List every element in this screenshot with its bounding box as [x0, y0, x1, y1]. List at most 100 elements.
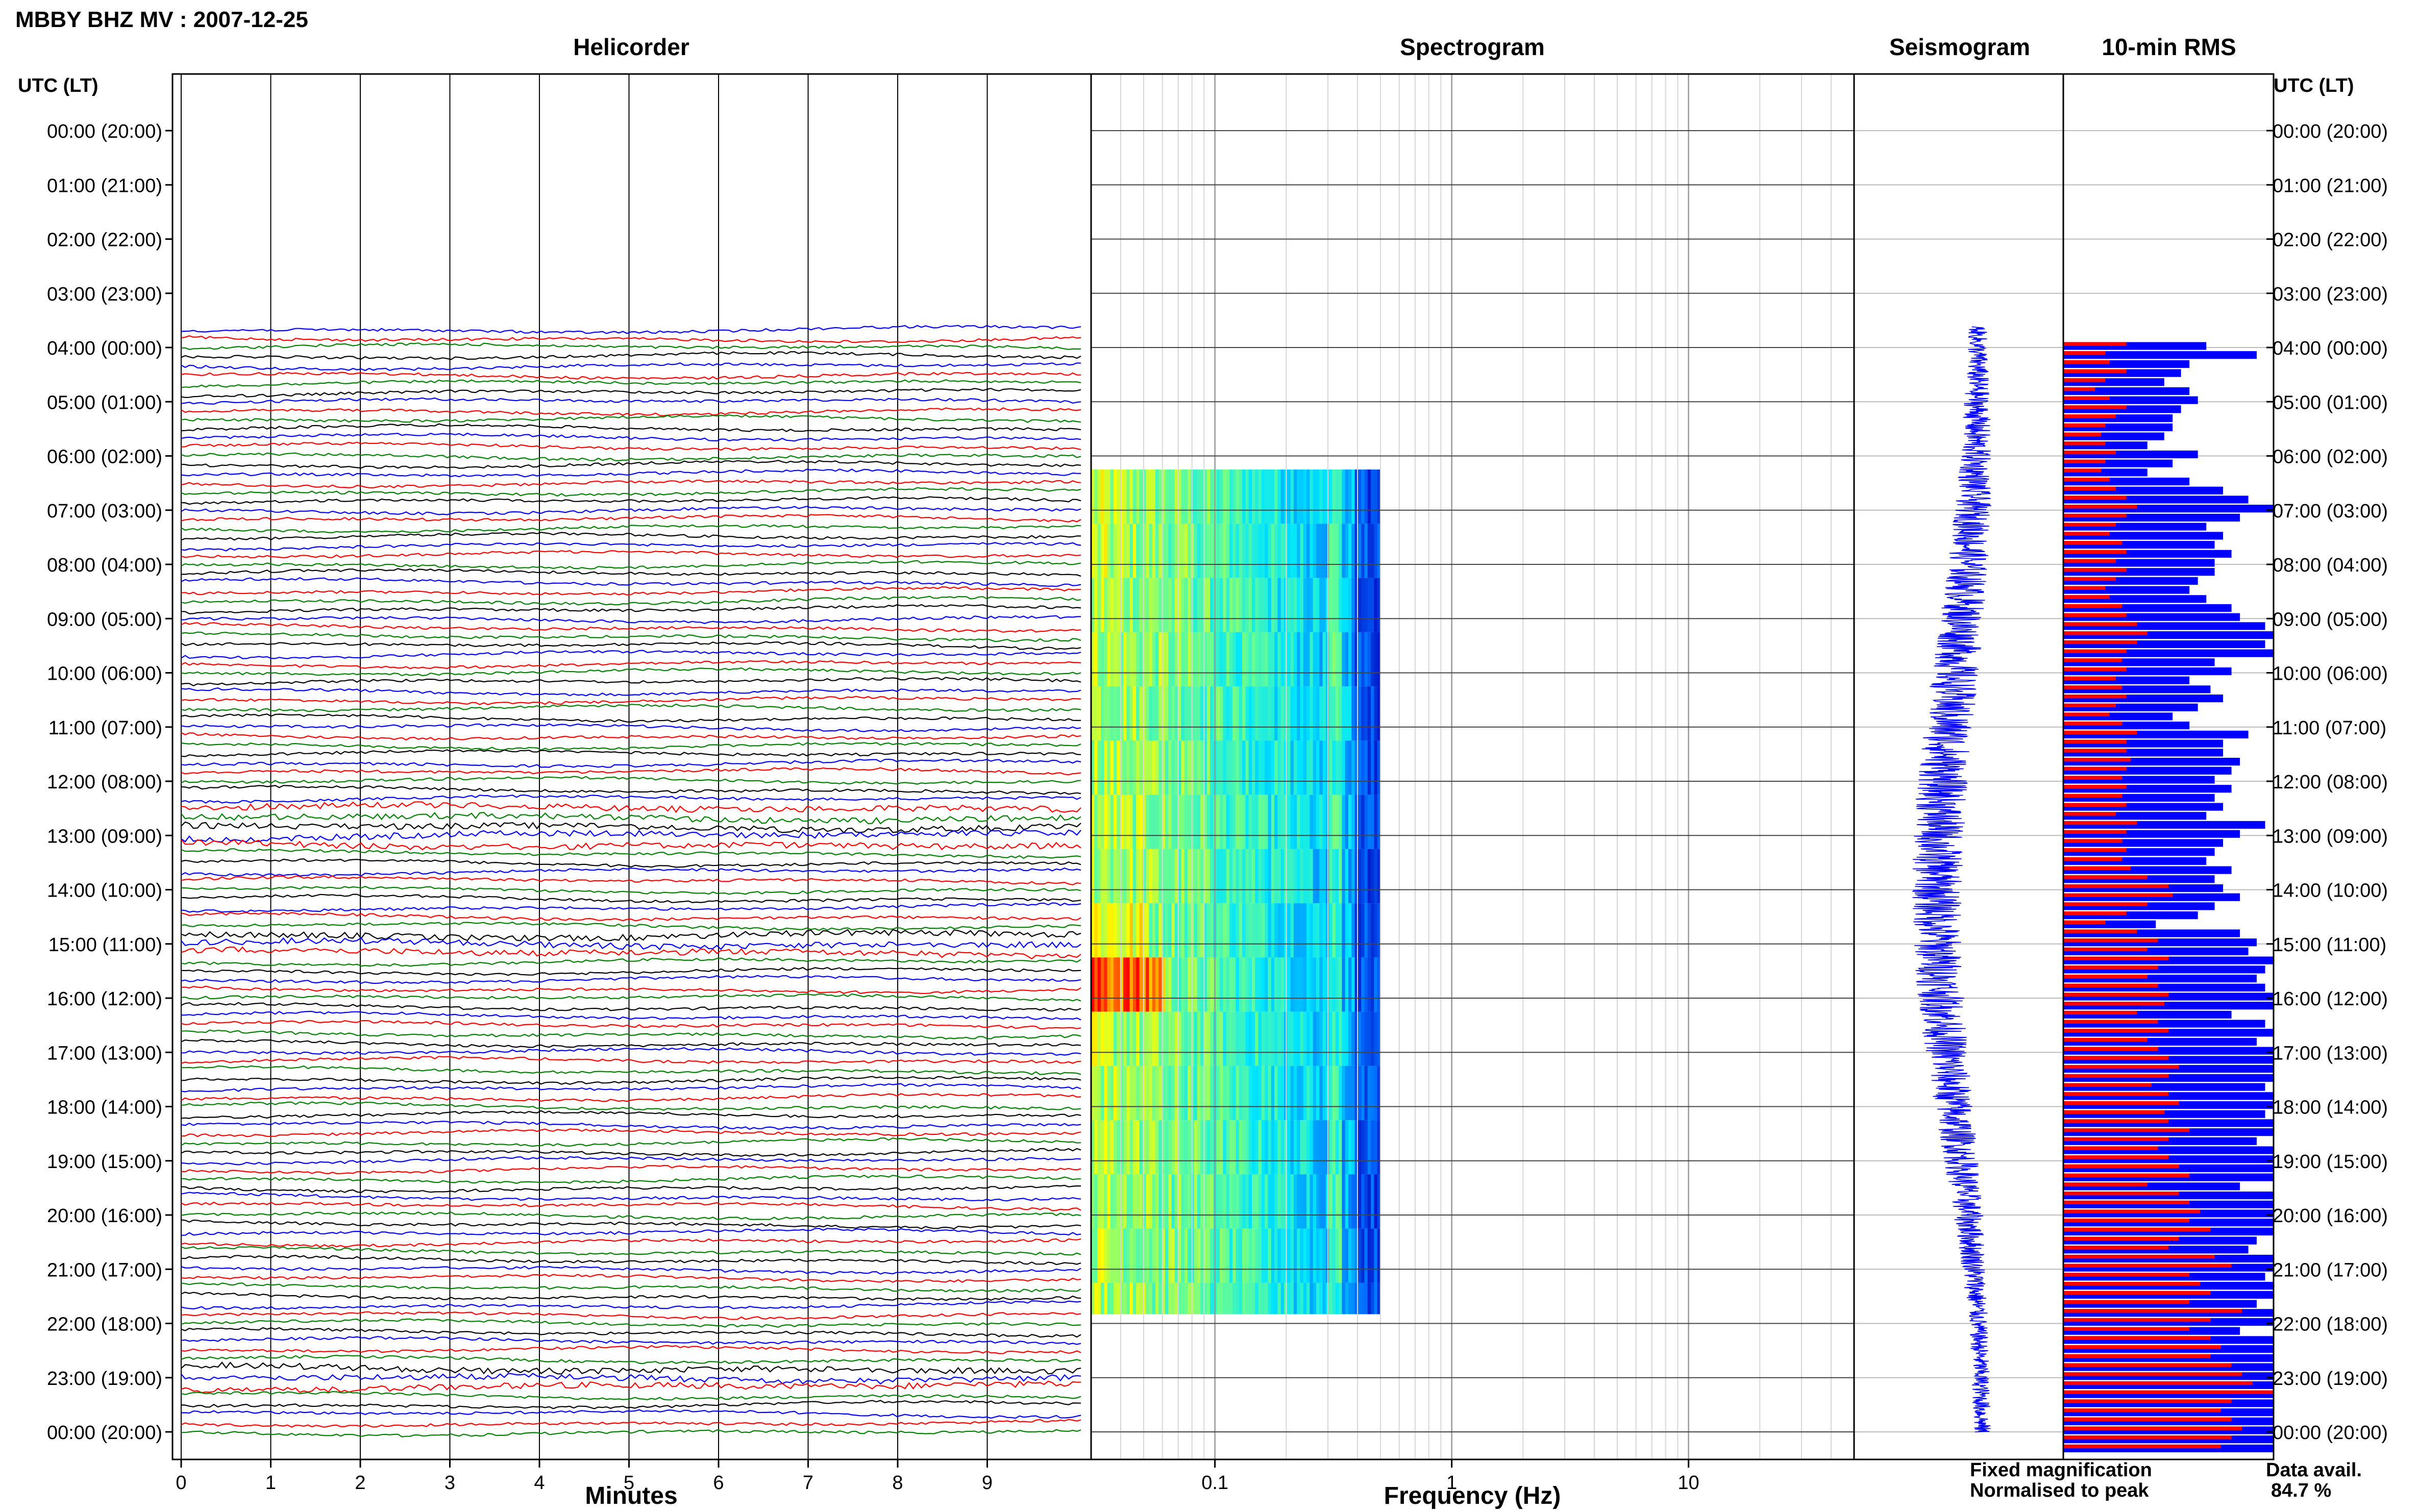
- spectrogram-cell: [1206, 686, 1211, 741]
- spectrogram-cell: [1354, 1282, 1359, 1315]
- spectrogram-cell: [1188, 524, 1192, 578]
- rms-bar-normalised: [2063, 351, 2106, 355]
- spectrogram-cell: [1210, 903, 1214, 958]
- spectrogram-cell: [1174, 632, 1178, 687]
- spectrogram-cell: [1184, 1011, 1188, 1066]
- spectrogram-cell: [1371, 1011, 1375, 1066]
- spectrogram-cell: [1268, 1228, 1272, 1283]
- spectrogram-cell: [1274, 903, 1278, 958]
- spectrogram-cell: [1197, 469, 1201, 524]
- spectrogram-cell: [1188, 903, 1192, 958]
- spectrogram-cell: [1268, 1065, 1272, 1121]
- spectrogram-cell: [1345, 903, 1349, 958]
- spectrogram-cell: [1220, 740, 1224, 795]
- spectrogram-cell: [1107, 1120, 1111, 1175]
- spectrogram-cell: [1197, 903, 1201, 958]
- spectrogram-cell: [1280, 1065, 1285, 1121]
- helicorder-trace: [181, 351, 1081, 360]
- spectrogram-cell: [1377, 1011, 1381, 1066]
- spectrogram-cell: [1245, 1174, 1249, 1229]
- spectrogram-cell: [1287, 740, 1291, 795]
- spectrogram-cell: [1165, 469, 1169, 524]
- spectrogram-cell: [1136, 578, 1140, 632]
- spectrogram-cell: [1094, 903, 1098, 958]
- spectrogram-cell: [1322, 1228, 1326, 1283]
- spectrogram-cell: [1158, 524, 1163, 578]
- spectrogram-cell: [1364, 1120, 1368, 1175]
- spectrogram-cell: [1351, 957, 1355, 1012]
- spectrogram-cell: [1367, 1065, 1371, 1121]
- spectrogram-cell: [1203, 524, 1207, 578]
- rms-bar-normalised: [2063, 1363, 2232, 1367]
- spectrogram-cell: [1206, 1011, 1211, 1066]
- spectrogram-cell: [1361, 1282, 1365, 1315]
- spectrogram-cell: [1200, 795, 1204, 849]
- spectrogram-cell: [1252, 1011, 1256, 1066]
- spectrogram-cell: [1158, 632, 1163, 687]
- rms-bar-normalised: [2063, 378, 2106, 382]
- spectrogram-cell: [1242, 1282, 1246, 1315]
- spectrogram-cell: [1132, 957, 1137, 1012]
- spectrogram-cell: [1361, 903, 1365, 958]
- spectrogram-cell: [1303, 1065, 1307, 1121]
- spectrogram-cell: [1265, 795, 1269, 849]
- spectrogram-cell: [1339, 849, 1343, 904]
- spectrogram-cell: [1310, 1282, 1314, 1315]
- spectrogram-cell: [1316, 957, 1320, 1012]
- spectrogram-cell: [1126, 849, 1130, 904]
- time-label-right: 23:00 (19:00): [2273, 1368, 2388, 1390]
- rms-bar-normalised: [2063, 1399, 2232, 1403]
- helicorder-trace: [181, 858, 1081, 868]
- spectrogram-cell: [1332, 1282, 1336, 1315]
- spectrogram-cell: [1168, 1065, 1172, 1121]
- spectrogram-cell: [1310, 849, 1314, 904]
- spectrogram-cell: [1226, 1065, 1230, 1121]
- spectrogram-cell: [1129, 686, 1133, 741]
- rms-bar-normalised: [2063, 785, 2127, 789]
- time-label-left: 22:00 (18:00): [47, 1314, 162, 1335]
- spectrogram-cell: [1354, 469, 1359, 524]
- spectrogram-cell: [1342, 1282, 1346, 1315]
- spectrogram-cell: [1181, 1174, 1185, 1229]
- spectrogram-cell: [1236, 957, 1240, 1012]
- rms-bar-normalised: [2063, 803, 2127, 807]
- spectrogram-cell: [1306, 1065, 1311, 1121]
- spectrogram-cell: [1371, 795, 1375, 849]
- spectrogram-cell: [1351, 1011, 1355, 1066]
- spectrogram-cell: [1206, 1174, 1211, 1229]
- spectrogram-cell: [1165, 578, 1169, 632]
- spectrogram-cell: [1258, 740, 1262, 795]
- spectrogram-cell: [1171, 1282, 1175, 1315]
- spectrogram-cell: [1293, 903, 1297, 958]
- spectrogram-cell: [1313, 469, 1317, 524]
- spectrogram-cell: [1277, 795, 1281, 849]
- spectrogram-cell: [1220, 469, 1224, 524]
- spectrogram-cell: [1345, 849, 1349, 904]
- spectrogram-cell: [1255, 578, 1259, 632]
- spectrogram-cell: [1117, 686, 1121, 741]
- spectrogram-cell: [1332, 1120, 1336, 1175]
- spectrogram-cell: [1155, 740, 1159, 795]
- spectrogram-cell: [1191, 795, 1195, 849]
- spectrogram-cell: [1146, 632, 1150, 687]
- spectrogram-cell: [1232, 632, 1237, 687]
- spectrogram-cell: [1287, 632, 1291, 687]
- spectrogram-cell: [1194, 632, 1198, 687]
- time-label-right: 14:00 (10:00): [2273, 880, 2388, 902]
- spectrogram-cell: [1297, 1228, 1301, 1283]
- spectrogram-cell: [1252, 469, 1256, 524]
- spectrogram-cell: [1152, 740, 1156, 795]
- spectrogram-cell: [1226, 903, 1230, 958]
- helicorder-trace: [181, 957, 1081, 967]
- time-label-left: 00:00 (20:00): [47, 1422, 162, 1444]
- spectrogram-cell: [1091, 1120, 1095, 1175]
- spectrogram-cell: [1120, 1011, 1124, 1066]
- spectrogram-cell: [1329, 1011, 1333, 1066]
- spectrogram-cell: [1313, 632, 1317, 687]
- spectrogram-cell: [1184, 578, 1188, 632]
- spectrogram-cell: [1252, 740, 1256, 795]
- spectrogram-cell: [1132, 903, 1137, 958]
- spectrogram-cell: [1197, 1282, 1201, 1315]
- helicorder-trace: [181, 1391, 1081, 1401]
- spectrogram-cell: [1158, 1228, 1163, 1283]
